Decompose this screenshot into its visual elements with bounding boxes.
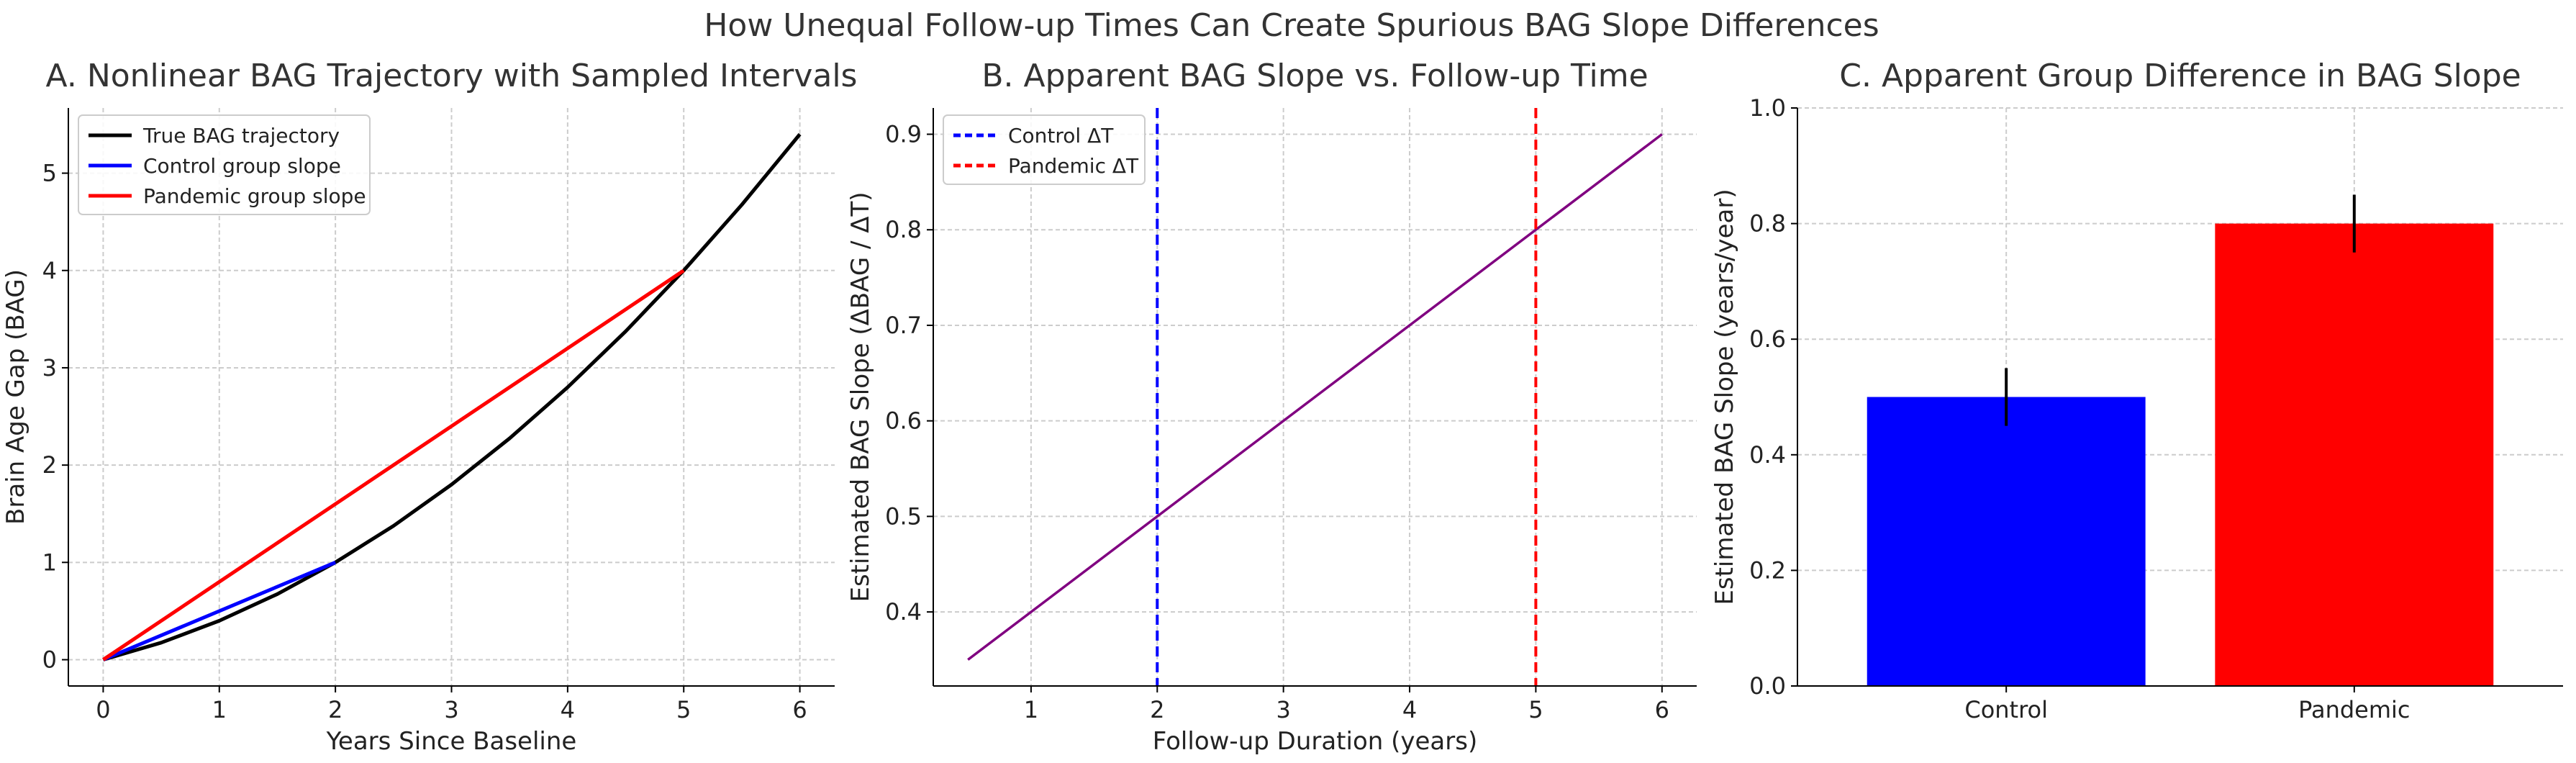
legend-label: Control group slope — [143, 154, 341, 178]
y-tick-label: 1.0 — [1749, 94, 1786, 122]
bar-control — [1867, 397, 2146, 686]
series-line-2 — [102, 268, 685, 662]
x-tick-label: 5 — [676, 696, 691, 723]
y-tick-label: 0.4 — [1749, 441, 1786, 469]
panel-b: 1 2 3 4 5 6 0.4 0.5 0.6 0.7 0.8 0.9 B. Apparent BAG … — [846, 58, 1697, 756]
series-line-1 — [102, 560, 337, 662]
x-tick-label: 1 — [1024, 696, 1038, 723]
y-axis-label: Estimated BAG Slope (years/year) — [1710, 189, 1739, 605]
legend-box — [78, 114, 371, 215]
panel-a: 0 1 2 3 4 5 6 0 1 2 3 4 5 A. Nonlinear BAG Trajectory… — [1, 58, 857, 756]
legend-label: Pandemic group slope — [143, 184, 366, 208]
y-tick-label: 0.4 — [885, 598, 922, 626]
y-tick-label: 0.5 — [885, 502, 922, 530]
x-tick-label: Control — [1964, 696, 2048, 723]
x-tick-label: 6 — [1655, 696, 1669, 723]
x-tick-label: 4 — [1402, 696, 1417, 723]
legend-label: Control ΔT — [1008, 124, 1114, 148]
x-tick-label: 5 — [1528, 696, 1543, 723]
y-tick-label: 0.6 — [1749, 325, 1786, 353]
x-tick-label: 2 — [328, 696, 343, 723]
y-tick-label: 3 — [42, 354, 57, 382]
y-tick-label: 0.8 — [1749, 210, 1786, 238]
y-tick-label: 0.7 — [885, 312, 922, 339]
panel-title: C. Apparent Group Difference in BAG Slop… — [1839, 58, 2521, 94]
bar-pandemic — [2215, 223, 2494, 687]
x-tick-label: 2 — [1150, 696, 1164, 723]
legend: Control ΔT Pandemic ΔT — [943, 114, 1146, 185]
figure-suptitle: How Unequal Follow-up Times Can Create S… — [704, 7, 1879, 44]
y-tick-label: 0.8 — [885, 216, 922, 243]
y-tick-label: 1 — [42, 548, 57, 576]
series-line-0 — [967, 133, 1663, 661]
x-axis-label: Years Since Baseline — [326, 727, 577, 756]
x-tick-label: 4 — [561, 696, 575, 723]
x-tick-label: 1 — [212, 696, 227, 723]
x-axis-label: Follow-up Duration (years) — [1153, 727, 1477, 756]
legend-label: True BAG trajectory — [142, 124, 340, 148]
y-axis-label: Brain Age Gap (BAG) — [1, 269, 30, 525]
x-tick-label: 6 — [792, 696, 807, 723]
y-tick-label: 5 — [42, 160, 57, 187]
y-tick-label: 0.0 — [1749, 672, 1786, 700]
panel-c: Control Pandemic 0.0 0.2 0.4 0.6 0.8 1.0 C. Appa… — [1710, 58, 2563, 723]
y-axis-label: Estimated BAG Slope (ΔBAG / ΔT) — [846, 191, 875, 602]
y-tick-label: 0.6 — [885, 407, 922, 435]
y-tick-label: 2 — [42, 451, 57, 479]
y-tick-label: 0.9 — [885, 121, 922, 148]
y-tick-label: 4 — [42, 257, 57, 284]
x-tick-label: Pandemic — [2298, 696, 2410, 723]
legend: True BAG trajectory Control group slope Pa… — [78, 114, 371, 215]
x-tick-label: 3 — [444, 696, 458, 723]
legend-label: Pandemic ΔT — [1008, 154, 1139, 178]
x-tick-label: 0 — [96, 696, 110, 723]
y-tick-label: 0.2 — [1749, 556, 1786, 584]
panel-title: B. Apparent BAG Slope vs. Follow-up Time — [981, 58, 1648, 94]
y-tick-label: 0 — [42, 646, 57, 674]
panel-title: A. Nonlinear BAG Trajectory with Sampled… — [46, 58, 858, 94]
x-tick-label: 3 — [1276, 696, 1290, 723]
